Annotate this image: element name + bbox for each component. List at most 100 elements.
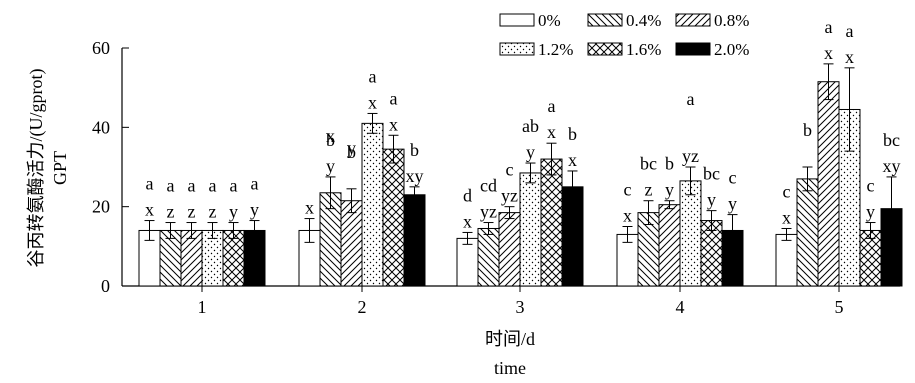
legend-swatch: [499, 42, 535, 56]
significance-letter-abc: a: [167, 176, 175, 196]
significance-letter-abc: b: [347, 142, 356, 162]
significance-letter-abc: b: [568, 124, 577, 144]
bars: [138, 81, 903, 287]
significance-letter-abc: b: [803, 120, 812, 140]
significance-letter-xyz: xy: [406, 166, 424, 186]
significance-letter-xyz: x: [782, 207, 791, 227]
bar: [382, 148, 405, 287]
significance-letter-xyz: z: [188, 202, 196, 222]
bar: [658, 204, 681, 287]
y-tick-label: 40: [92, 117, 110, 137]
significance-letter-abc: a: [369, 66, 377, 86]
significance-letter-xyz: x: [145, 200, 154, 220]
significance-letter-xyz: yz: [682, 146, 699, 166]
x-axis-label-cn: 时间/d: [485, 329, 535, 349]
bar: [796, 178, 819, 287]
bar: [456, 237, 479, 287]
legend-label: 0.4%: [626, 11, 661, 30]
significance-letter-abc: a: [548, 96, 556, 116]
significance-letter-abc: ab: [522, 116, 539, 136]
x-ticks: 1 2 3 4 5: [198, 286, 844, 317]
significance-letter-xyz: z: [209, 202, 217, 222]
bar: [340, 200, 363, 287]
bar: [775, 233, 798, 287]
x-tick-label: 3: [516, 297, 525, 317]
significance-letter-abc: bc: [883, 130, 900, 150]
bar: [477, 227, 500, 287]
bar: [679, 180, 702, 287]
x-axis-label-en: time: [494, 358, 526, 378]
significance-letter-xyz: y: [250, 200, 259, 220]
significance-letter-xyz: z: [645, 180, 653, 200]
significance-letter-abc: a: [390, 88, 398, 108]
bar: [519, 172, 542, 287]
legend-swatch: [675, 42, 711, 56]
significance-letter-xyz: x: [305, 198, 314, 218]
significance-letter: x: [326, 126, 335, 146]
significance-letter-xyz: y: [665, 180, 674, 200]
significance-letter-abc: a: [825, 17, 833, 37]
significance-letter-xyz: x: [389, 114, 398, 134]
significance-letter-abc: c: [783, 181, 791, 201]
bar: [403, 194, 426, 287]
bar: [498, 212, 521, 287]
y-ticks: 0 20 40 60: [92, 38, 129, 296]
significance-letter-abc: a: [846, 21, 854, 41]
significance-letter-xyz: x: [824, 43, 833, 63]
legend-swatch: [587, 13, 623, 27]
y-axis-label-cn: 谷丙转氨酶活力/(U/gprot): [26, 69, 47, 268]
legend: 0% 0.4% 0.8% 1.2% 1.6% 2.0%: [499, 11, 749, 59]
significance-letter-xyz: x: [845, 47, 854, 67]
y-axis-label-en: GPT: [50, 151, 70, 185]
significance-letter-abc: a: [146, 174, 154, 194]
error-bars: [144, 63, 897, 247]
significance-letter-xyz: y: [728, 194, 737, 214]
legend-label: 0.8%: [714, 11, 749, 30]
significance-letter-xyz: x: [368, 92, 377, 112]
significance-letter-abc: c: [867, 176, 875, 196]
legend-label: 2.0%: [714, 40, 749, 59]
x-tick-label: 5: [835, 297, 844, 317]
significance-letter-abc: b: [410, 140, 419, 160]
significance-letter-xyz: x: [623, 206, 632, 226]
significance-letter-abc: a: [209, 176, 217, 196]
significance-letter-xyz: x: [463, 211, 472, 231]
bar: [817, 81, 840, 287]
significance-letter-xyz: y: [866, 202, 875, 222]
significance-letter-xyz: y: [707, 190, 716, 210]
bar: [540, 158, 563, 287]
x-tick-label: 2: [358, 297, 367, 317]
legend-label: 1.2%: [538, 40, 573, 59]
y-tick-label: 20: [92, 197, 110, 217]
bar: [361, 122, 384, 287]
significance-letter-xyz: yz: [480, 202, 497, 222]
significance-letter-xyz: y: [229, 202, 238, 222]
significance-letter-xyz: y: [326, 156, 335, 176]
significance-letter-xyz: z: [167, 202, 175, 222]
legend-swatch: [675, 13, 711, 27]
significance-letter-abc: c: [729, 168, 737, 188]
significance-letter-abc: d: [463, 185, 472, 205]
significance-letter-abc: c: [506, 160, 514, 180]
significance-letter-xyz: x: [547, 122, 556, 142]
significance-letter-xyz: y: [526, 142, 535, 162]
significance-letter-xyz: x: [568, 150, 577, 170]
significance-letter-xyz: xy: [883, 156, 901, 176]
x-tick-label: 4: [676, 297, 685, 317]
legend-swatch: [587, 42, 623, 56]
significance-letter-abc: bc: [703, 164, 720, 184]
significance-letter-abc: a: [251, 174, 259, 194]
y-tick-label: 0: [101, 276, 110, 296]
legend-swatch: [499, 13, 535, 27]
significance-letter: y: [347, 138, 356, 158]
significance-letter-abc: bc: [640, 154, 657, 174]
legend-label: 0%: [538, 11, 561, 30]
significance-letter-abc: b: [665, 154, 674, 174]
y-tick-label: 60: [92, 38, 110, 58]
x-tick-label: 1: [198, 297, 207, 317]
significance-letter-abc: cd: [480, 176, 497, 196]
significance-letter-abc: b: [326, 130, 335, 150]
significance-letter-xyz: yz: [501, 186, 518, 206]
